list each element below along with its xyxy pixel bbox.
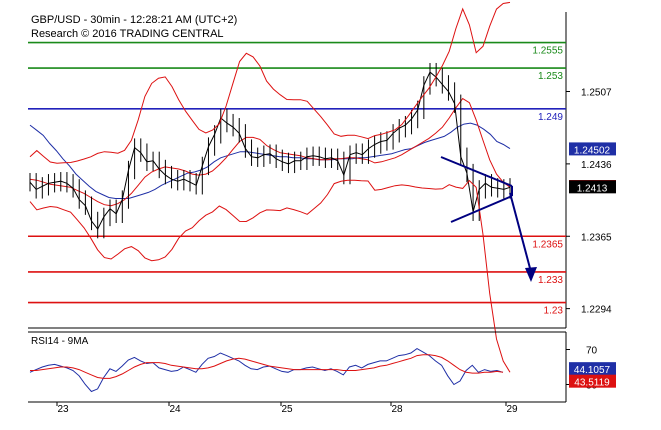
level-label: 1.253 [538, 71, 563, 82]
price-badge-label: 1.24502 [574, 145, 611, 156]
level-label: 1.2365 [532, 239, 563, 250]
chart-credit: Research © 2016 TRADING CENTRAL [31, 28, 224, 40]
price-badge [569, 142, 616, 156]
x-tick-label: 23 [57, 404, 69, 415]
x-tick-label: 29 [506, 404, 518, 415]
rsi-badge-label: 44.1057 [574, 365, 611, 376]
price-tick-label: 1.2294 [581, 305, 612, 316]
level-label: 1.23 [544, 306, 564, 317]
x-axis-labels: 23 24 25 28 29 [56, 402, 518, 415]
price-line [29, 71, 511, 231]
x-tick-label: 25 [281, 404, 293, 415]
rsi-badge-label: 43.5119 [574, 378, 610, 389]
rsi-badge [569, 362, 616, 376]
forecast-arrow-line [509, 192, 532, 273]
forecast-arrow-head [525, 267, 537, 282]
level-label: 1.233 [538, 275, 563, 286]
rsi-badge [569, 374, 616, 388]
triangle-lower-line [450, 195, 513, 223]
upper-band [29, 1, 511, 164]
chart-title: GBP/USD - 30min - 12:28:21 AM (UTC+2) [31, 14, 237, 26]
lower-band [29, 179, 511, 373]
bollinger-bands [29, 1, 511, 373]
level-label: 1.2555 [532, 46, 563, 57]
price-series [29, 62, 511, 239]
rsi-title: RSI14 - 9MA [31, 336, 89, 347]
price-badge-label: 1.2413 [577, 183, 608, 194]
price-axis-ticks: 1.2507 1.2436 1.2365 1.2294 [566, 88, 612, 316]
price-tick-label: 1.2507 [581, 88, 612, 99]
rsi-9ma-line [30, 354, 504, 379]
support-resistance-levels: 1.2555 1.253 1.249 1.2365 1.233 1.23 [28, 41, 566, 317]
x-tick-label: 24 [169, 404, 181, 415]
triangle-upper-line [440, 156, 513, 187]
level-label: 1.249 [538, 112, 563, 123]
x-tick-label: 28 [391, 404, 403, 415]
price-badge [569, 180, 616, 194]
triangle-pattern [440, 156, 537, 282]
rsi-tick-label: 70 [586, 346, 598, 357]
price-tick-label: 1.2436 [581, 160, 612, 171]
rsi-series [29, 348, 504, 393]
rsi-rsi14-line [29, 348, 504, 393]
price-tick-label: 1.2365 [581, 232, 612, 243]
rsi-badges: 44.1057 43.5119 [569, 362, 616, 389]
